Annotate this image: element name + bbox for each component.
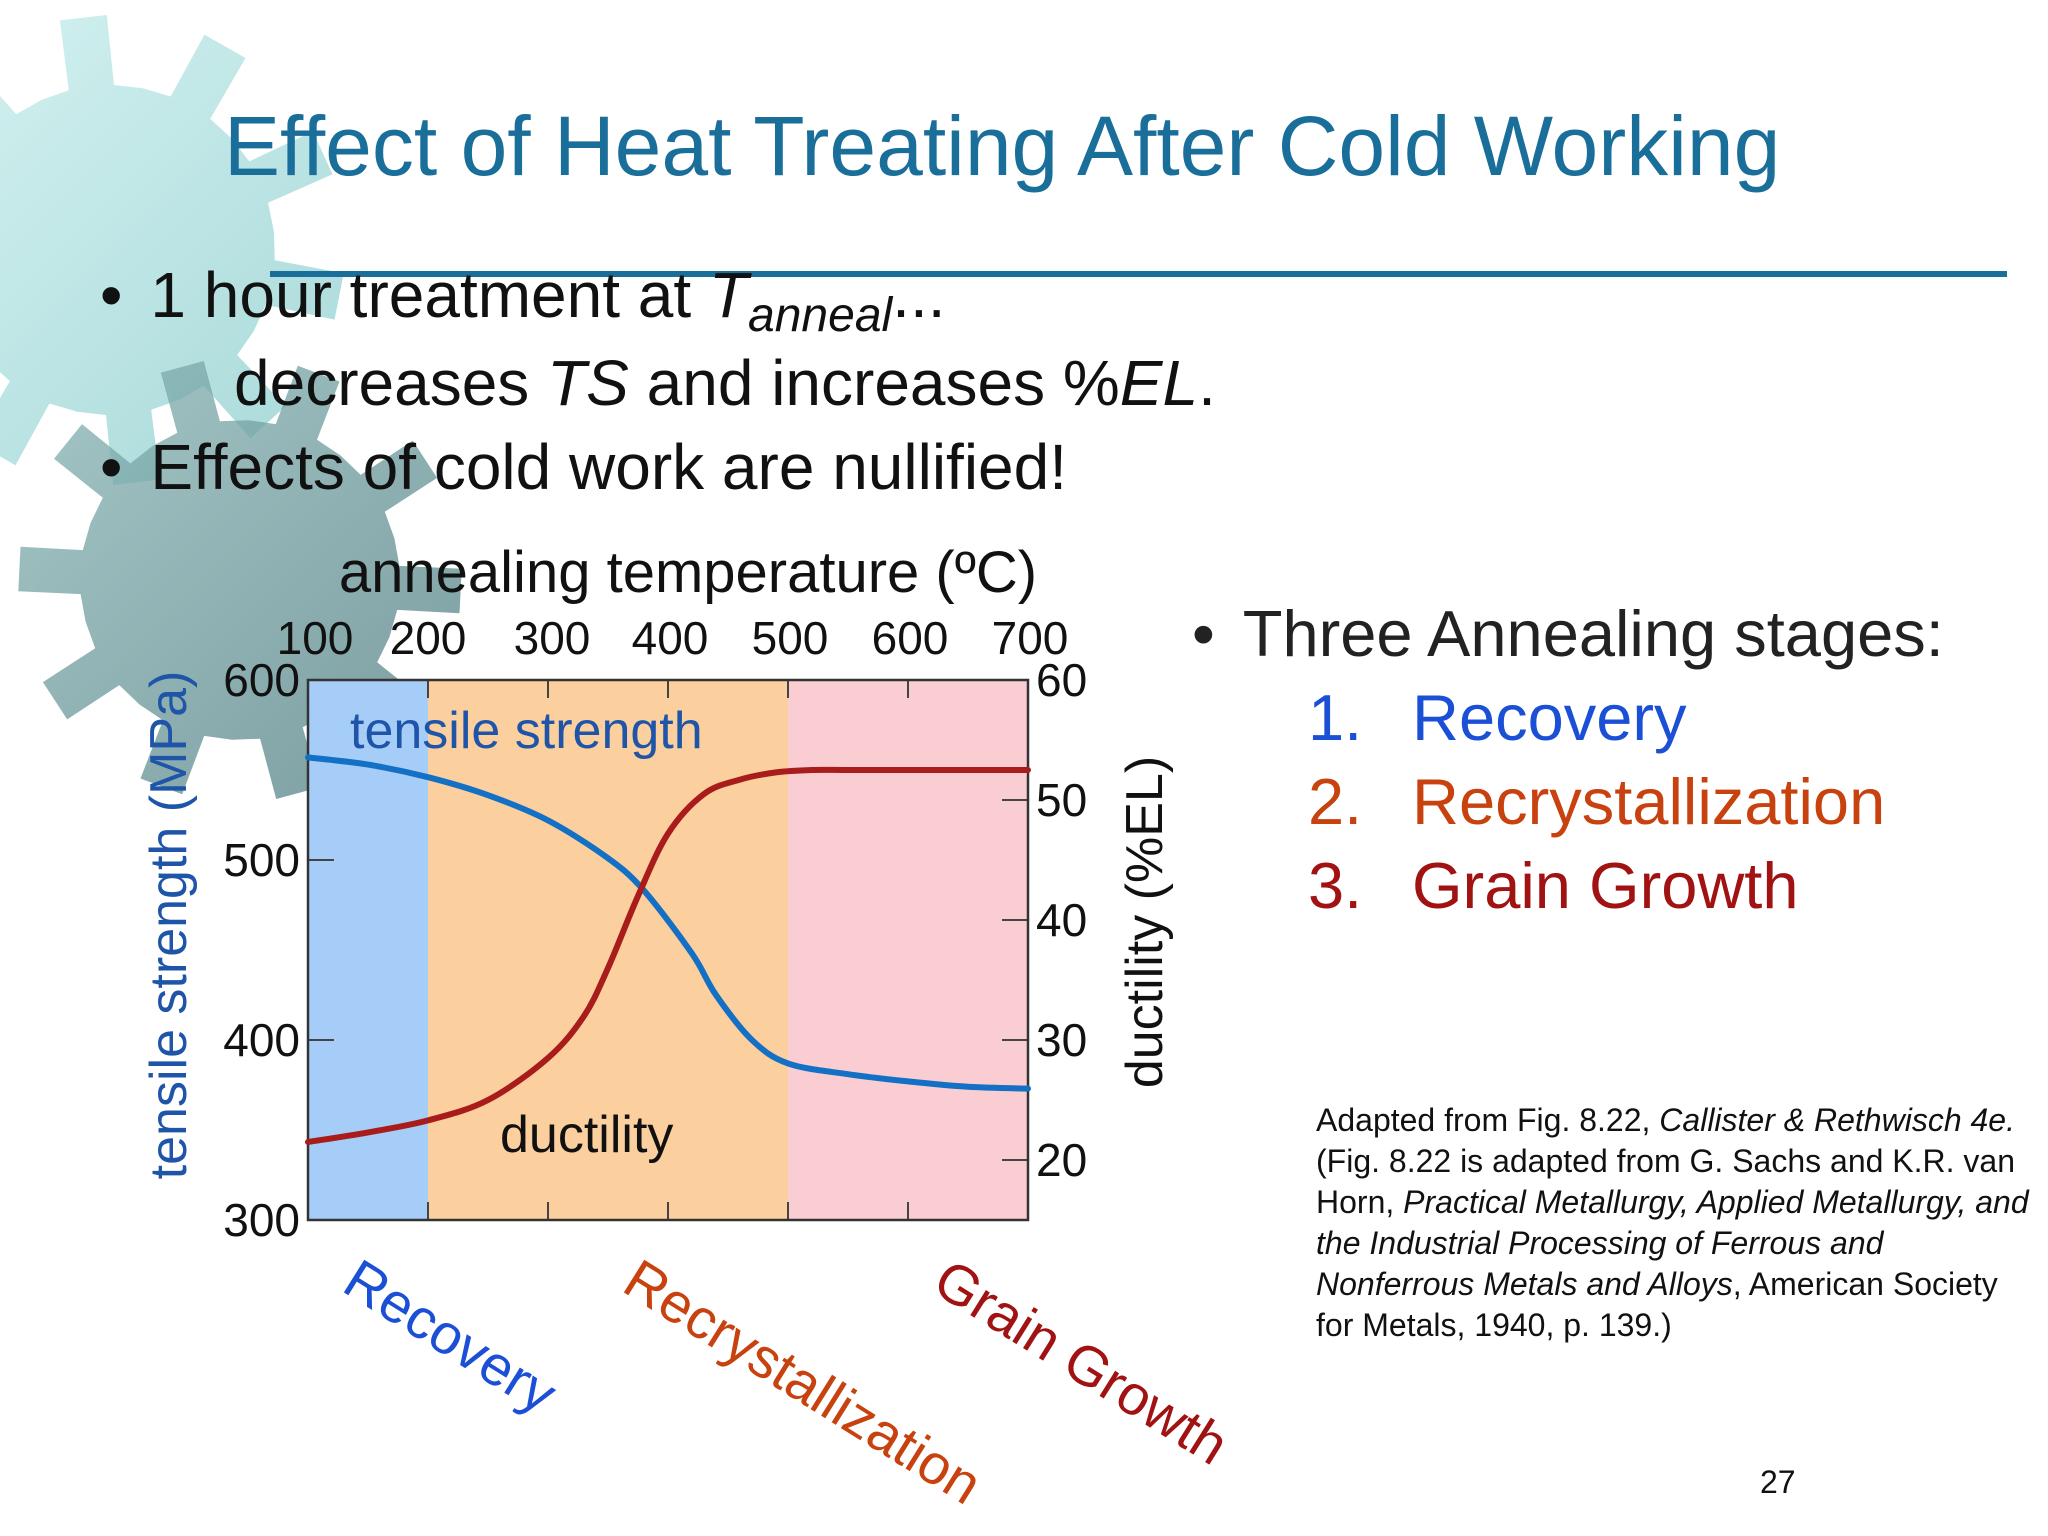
bullet-text: and increases % — [628, 347, 1120, 419]
stage-item-recrystallization: 2. Recrystallization — [1308, 764, 1885, 839]
region-band-grain-growth — [788, 680, 1028, 1220]
bullet-text: Effects of cold work are nullified! — [150, 431, 1067, 503]
stage-number: 2. — [1308, 765, 1363, 838]
citation-book: Callister & Rethwisch 4e. — [1659, 1102, 2015, 1138]
subscript-anneal: anneal — [748, 288, 893, 342]
x-tick-label: 200 — [390, 612, 467, 664]
x-tick-label: 300 — [514, 612, 591, 664]
stage-label: Grain Growth — [1412, 849, 1799, 922]
bullet-text: . — [1198, 347, 1216, 419]
bullet-nullified: • Effects of cold work are nullified! — [100, 430, 1067, 504]
x-tick-label: 100 — [277, 612, 354, 664]
page-number: 27 — [1760, 1464, 1796, 1500]
x-tick-label: 400 — [632, 612, 709, 664]
bullet-dot: • — [100, 259, 123, 331]
variable-el: EL — [1119, 347, 1199, 419]
stage-item-grain-growth: 3. Grain Growth — [1308, 848, 1799, 923]
y-right-tick-label: 20 — [1036, 1134, 1087, 1186]
title-divider — [270, 271, 2007, 277]
region-label-recovery: Recovery — [334, 1247, 568, 1426]
bullet-annealing-stages: • Three Annealing stages: — [1192, 596, 1944, 671]
x-tick-label: 700 — [992, 612, 1069, 664]
bullet-text: decreases — [234, 347, 548, 419]
y-left-tick-label: 300 — [223, 1194, 300, 1246]
series-label-tensile-strength: tensile strength — [350, 702, 703, 760]
bullet-ellipsis: ... — [892, 259, 946, 331]
stage-label: Recovery — [1412, 681, 1687, 754]
citation-text: (Fig. 8.22 is adapted from G. Sachs and … — [1316, 1143, 2016, 1220]
region-band-recrystallization — [428, 680, 788, 1220]
stage-number: 1. — [1308, 681, 1363, 754]
stage-label: Recrystallization — [1412, 765, 1886, 838]
variable-ts: TS — [547, 347, 629, 419]
figure-citation: Adapted from Fig. 8.22, Callister & Reth… — [1316, 1100, 2036, 1346]
series-label-ductility: ductility — [500, 1106, 673, 1164]
bullet-continuation: decreases TS and increases %EL. — [234, 346, 1216, 420]
series-line-ductility — [305, 766, 1031, 1145]
bullet-anneal-treatment: • 1 hour treatment at Tanneal... — [100, 258, 946, 343]
bullet-dot: • — [1192, 597, 1215, 670]
stage-item-recovery: 1. Recovery — [1308, 680, 1687, 755]
y-right-tick-label: 30 — [1036, 1014, 1087, 1066]
y-left-tick-label: 400 — [223, 1014, 300, 1066]
citation-text: Adapted from Fig. 8.22, — [1316, 1102, 1660, 1138]
stage-number: 3. — [1308, 849, 1363, 922]
y-left-axis-title: tensile strength (MPa) — [140, 671, 198, 1180]
series-line-tensile-strength — [305, 754, 1031, 1092]
x-tick-label: 600 — [872, 612, 949, 664]
y-left-tick-label: 600 — [223, 654, 300, 706]
bullet-text: Three Annealing stages: — [1242, 597, 1944, 670]
citation-source: Practical Metallurgy, Applied Metallurgy… — [1316, 1184, 2029, 1302]
citation-text: , American Society for Metals, 1940, p. … — [1316, 1266, 1998, 1343]
region-label-grain-growth: Grain Growth — [924, 1247, 1240, 1477]
y-right-tick-label: 50 — [1036, 774, 1087, 826]
y-left-tick-label: 500 — [223, 834, 300, 886]
y-right-tick-label: 60 — [1036, 654, 1087, 706]
x-axis-title: annealing temperature (ºC) — [339, 540, 1037, 605]
bullet-dot: • — [100, 431, 123, 503]
y-right-tick-label: 40 — [1036, 894, 1087, 946]
gear-icon — [0, 15, 344, 485]
plot-frame — [306, 678, 1030, 1222]
bullet-text: 1 hour treatment at — [150, 259, 709, 331]
slide-title: Effect of Heat Treating After Cold Worki… — [224, 99, 1781, 193]
x-tick-label: 500 — [752, 612, 829, 664]
y-right-axis-title: ductility (%EL) — [1116, 756, 1174, 1088]
variable-t: T — [708, 259, 749, 331]
